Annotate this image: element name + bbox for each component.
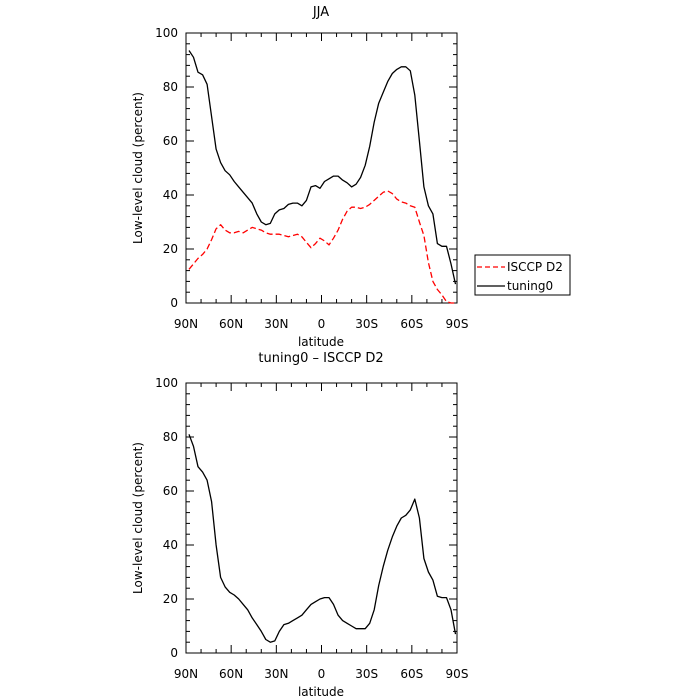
series-line-tuning0 xyxy=(188,50,457,285)
x-tick-label: 0 xyxy=(318,317,326,331)
y-tick-label: 0 xyxy=(170,296,178,310)
y-tick-label: 20 xyxy=(163,592,178,606)
y-tick-label: 0 xyxy=(170,646,178,660)
x-tick-label: 30N xyxy=(264,667,288,681)
x-tick-label: 30N xyxy=(264,317,288,331)
x-tick-label: 90N xyxy=(174,317,198,331)
legend-label-tuning0: tuning0 xyxy=(507,279,553,293)
x-axis-label: latitude xyxy=(298,685,344,699)
x-tick-label: 90N xyxy=(174,667,198,681)
x-tick-label: 60S xyxy=(400,317,423,331)
y-axis-label: Low-level cloud (percent) xyxy=(131,442,145,594)
y-tick-label: 80 xyxy=(163,430,178,444)
plot-frame xyxy=(185,32,458,304)
legend-box xyxy=(474,254,571,296)
x-tick-label: 60N xyxy=(219,667,243,681)
y-tick-label: 60 xyxy=(163,484,178,498)
x-tick-label: 30S xyxy=(355,317,378,331)
y-tick-label: 60 xyxy=(163,134,178,148)
plot-area: 90N 60N 30N 0 30S 60S 90S 0 20 40 60 80 100 xyxy=(155,376,468,681)
chart-panel-top: JJA Low-level cloud (percent) latitude 9… xyxy=(131,5,468,349)
chart-panel-bottom: tuning0 – ISCCP D2 Low-level cloud (perc… xyxy=(131,351,468,699)
y-tick-label: 80 xyxy=(163,80,178,94)
x-tick-label: 60N xyxy=(219,317,243,331)
legend-label-isccp: ISCCP D2 xyxy=(507,260,563,274)
y-tick-label: 20 xyxy=(163,242,178,256)
x-tick-label: 30S xyxy=(355,667,378,681)
y-axis-label: Low-level cloud (percent) xyxy=(131,92,145,244)
chart-title: JJA xyxy=(312,5,329,20)
y-tick-label: 40 xyxy=(163,188,178,202)
x-tick-label: 0 xyxy=(318,667,326,681)
y-tick-label: 40 xyxy=(163,538,178,552)
series-line-difference xyxy=(188,434,457,643)
plot-area: 90N 60N 30N 0 30S 60S 90S 0 20 40 60 80 100 xyxy=(155,26,468,331)
y-tick-label: 100 xyxy=(155,26,178,40)
chart-title: tuning0 – ISCCP D2 xyxy=(258,351,383,366)
x-tick-label: 90S xyxy=(446,667,469,681)
x-axis-label: latitude xyxy=(298,335,344,349)
y-tick-label: 100 xyxy=(155,376,178,390)
series-line-isccp-d2 xyxy=(188,190,456,304)
plot-frame xyxy=(185,382,458,654)
legend: ISCCP D2 tuning0 xyxy=(474,254,571,296)
x-tick-label: 90S xyxy=(446,317,469,331)
x-tick-label: 60S xyxy=(400,667,423,681)
